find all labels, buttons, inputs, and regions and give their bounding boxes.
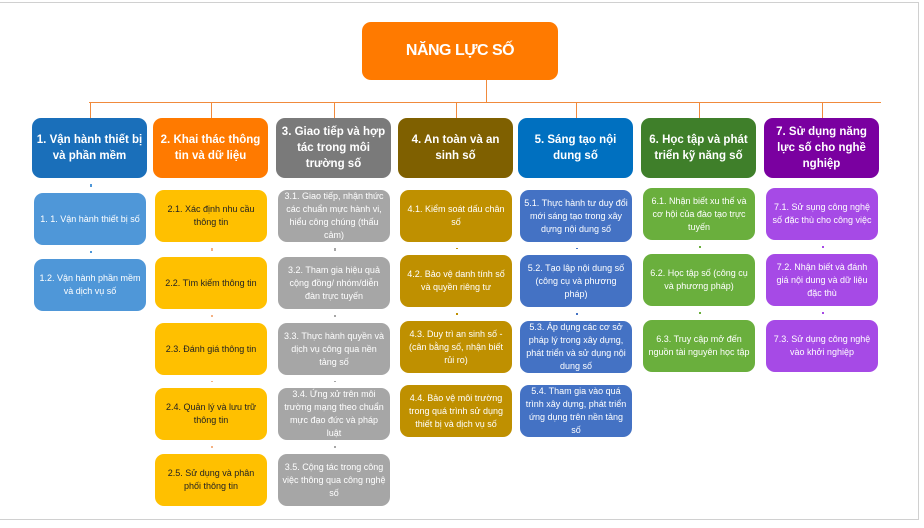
connector-drop xyxy=(576,102,577,118)
connector-child xyxy=(334,315,336,317)
sub-competency-node: 3.5. Cộng tác trong công việc thông qua … xyxy=(278,454,390,506)
connector-child xyxy=(334,248,336,251)
sub-competency-node: 7.3. Sử dụng công nghệ vào khởi nghiệp xyxy=(766,320,878,372)
connector-child xyxy=(699,246,701,248)
connector-child xyxy=(211,248,213,251)
sub-competency-node: 5.2. Tạo lập nội dung số (công cụ và phư… xyxy=(520,255,632,307)
column-header: 4. An toàn và an sinh số xyxy=(398,118,513,178)
connector-drop xyxy=(456,102,457,118)
connector-child xyxy=(822,246,824,248)
sub-competency-node: 5.3. Áp dụng các cơ sở pháp lý trong xây… xyxy=(520,321,632,373)
connector-child xyxy=(90,184,92,187)
sub-competency-node: 2.4. Quản lý và lưu trữ thông tin xyxy=(155,388,267,440)
connector-bus xyxy=(89,102,881,103)
sub-competency-node: 4.4. Bảo vệ môi trường trong quá trình s… xyxy=(400,385,512,437)
connector-child xyxy=(576,248,578,249)
sub-competency-node: 7.2. Nhận biết và đánh giá nội dung và d… xyxy=(766,254,878,306)
column-header: 3. Giao tiếp và hợp tác trong môi trường… xyxy=(276,118,391,178)
connector-drop xyxy=(334,102,335,118)
column-header: 2. Khai thác thông tin và dữ liệu xyxy=(153,118,268,178)
diagram-frame xyxy=(0,2,919,520)
sub-competency-node: 6.2. Học tập số (công cụ và phương pháp) xyxy=(643,254,755,306)
sub-competency-node: 3.1. Giao tiếp, nhận thức các chuẩn mực … xyxy=(278,190,390,242)
sub-competency-node: 2.1. Xác định nhu cầu thông tin xyxy=(155,190,267,242)
root-node-title: NĂNG LỰC SỐ xyxy=(362,22,558,80)
connector-child xyxy=(211,315,213,317)
connector-child xyxy=(699,312,701,314)
sub-competency-node: 5.1. Thực hành tư duy đổi mới sáng tạo t… xyxy=(520,190,632,242)
sub-competency-node: 3.4. Ứng xử trên môi trường mạng theo ch… xyxy=(278,388,390,440)
connector-child xyxy=(822,312,824,314)
sub-competency-node: 2.5. Sử dụng và phân phối thông tin xyxy=(155,454,267,506)
sub-competency-node: 2.2. Tìm kiếm thông tin xyxy=(155,257,267,309)
connector-drop xyxy=(90,102,91,118)
connector-child xyxy=(576,313,578,315)
connector-drop xyxy=(699,102,700,118)
sub-competency-node: 3.3. Thực hành quyền và dịch vụ công qua… xyxy=(278,323,390,375)
connector-drop xyxy=(822,102,823,118)
column-header: 7. Sử dụng năng lực số cho nghề nghiệp xyxy=(764,118,879,178)
connector-child xyxy=(456,248,458,249)
connector-child xyxy=(334,381,336,382)
sub-competency-node: 1.2. Vận hành phần mềm và dịch vụ số xyxy=(34,259,146,311)
sub-competency-node: 4.1. Kiểm soát dấu chân số xyxy=(400,190,512,242)
connector-child xyxy=(90,251,92,253)
sub-competency-node: 5.4. Tham gia vào quá trình xây dựng, ph… xyxy=(520,385,632,437)
sub-competency-node: 3.2. Tham gia hiệu quả cộng đồng/ nhóm/d… xyxy=(278,257,390,309)
connector-drop xyxy=(211,102,212,118)
column-header: 6. Học tập và phát triển kỹ năng số xyxy=(641,118,756,178)
sub-competency-node: 6.1. Nhận biết xu thế và cơ hội của đào … xyxy=(643,188,755,240)
sub-competency-node: 6.3. Truy cập mở đến nguồn tài nguyên họ… xyxy=(643,320,755,372)
sub-competency-node: 4.3. Duy trì an sinh số - (cân bằng số, … xyxy=(400,321,512,373)
sub-competency-node: 7.1. Sử sụng công nghệ số đặc thù cho cô… xyxy=(766,188,878,240)
connector-root-stem xyxy=(486,80,487,102)
sub-competency-node: 2.3. Đánh giá thông tin xyxy=(155,323,267,375)
connector-child xyxy=(211,381,213,382)
sub-competency-node: 4.2. Bảo vệ danh tính số và quyền riêng … xyxy=(400,255,512,307)
connector-child xyxy=(456,313,458,315)
column-header: 5. Sáng tạo nội dung số xyxy=(518,118,633,178)
connector-child xyxy=(211,446,213,448)
sub-competency-node: 1. 1. Vận hành thiết bị số xyxy=(34,193,146,245)
connector-child xyxy=(334,446,336,448)
column-header: 1. Vận hành thiết bị và phần mềm xyxy=(32,118,147,178)
